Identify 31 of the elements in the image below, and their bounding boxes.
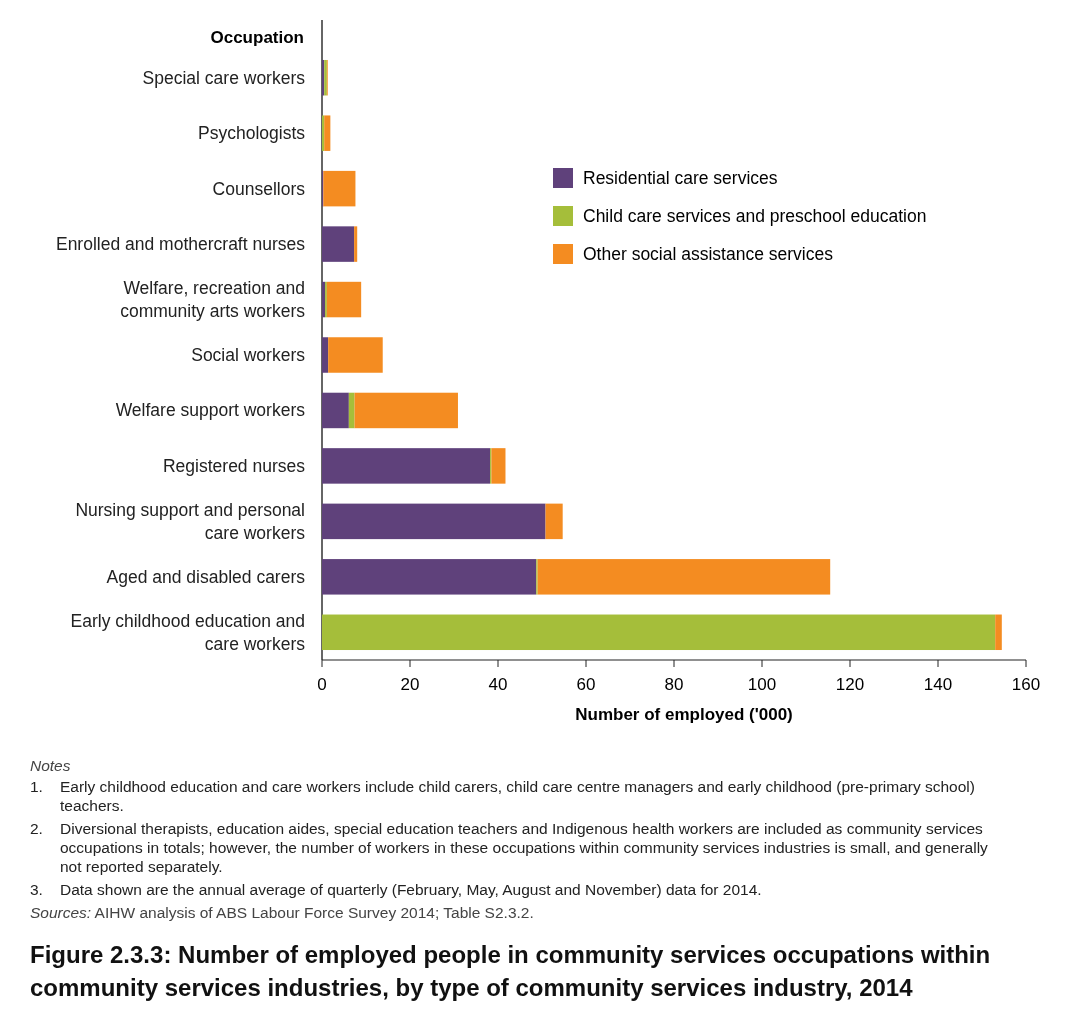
y-tick-label: Enrolled and mothercraft nurses	[55, 234, 306, 255]
text: Figure 2.3.3: Number of employed people in community services occupations within community services industries, by type of community services industry, 2014	[30, 941, 991, 1001]
legend-label: Other social assistance services	[583, 244, 834, 264]
x-tick-label: 0	[317, 675, 327, 694]
text: 2. Diversional therapists, education aides, special education teachers and Indigenous health workers are included as community services occupations in totals; however, the number of workers in these occupations within community services industries is small, and generally not reported separately.	[30, 820, 989, 875]
y-axis-title: Occupation	[210, 28, 304, 47]
y-tick-label: Special care workers	[142, 67, 306, 88]
y-tick-label: Welfare support workers	[115, 400, 306, 421]
x-tick-label: 60	[576, 675, 596, 694]
text: Notes	[30, 757, 71, 774]
text: 1. Early childhood education and care workers include child carers, child care centre managers and early childhood (pre-primary school) teachers.	[30, 778, 975, 814]
x-tick-label: 160	[1011, 675, 1041, 694]
legend-label: Child care services and preschool education	[583, 206, 927, 226]
y-tick-label: Psychologists	[198, 123, 306, 144]
legend-label: Residential care services	[583, 168, 778, 188]
text: 3. Data shown are the annual average of quarterly (February, May, August and November) data for 2014.	[30, 881, 762, 898]
x-axis-title: Number of employed ('000)	[575, 705, 793, 724]
y-tick-label: Welfare, recreation and community arts workers	[120, 278, 306, 322]
y-tick-label: Aged and disabled carers	[106, 566, 306, 587]
y-tick-label: Early childhood education and care workers	[70, 610, 306, 654]
x-tick-label: 20	[400, 675, 420, 694]
x-tick-label: 40	[488, 675, 508, 694]
y-tick-label: Counsellors	[212, 178, 306, 199]
y-tick-label: Registered nurses	[162, 455, 306, 476]
source-note: Sources: AIHW analysis of ABS Labour Force Survey 2014; Table S2.3.2.	[30, 904, 534, 921]
x-tick-label: 80	[664, 675, 684, 694]
x-tick-label: 140	[923, 675, 953, 694]
y-tick-label: Social workers	[191, 345, 306, 365]
x-tick-label: 120	[835, 675, 865, 694]
y-tick-label: Nursing support and personal care workers	[75, 499, 306, 543]
x-tick-label: 100	[747, 675, 777, 694]
